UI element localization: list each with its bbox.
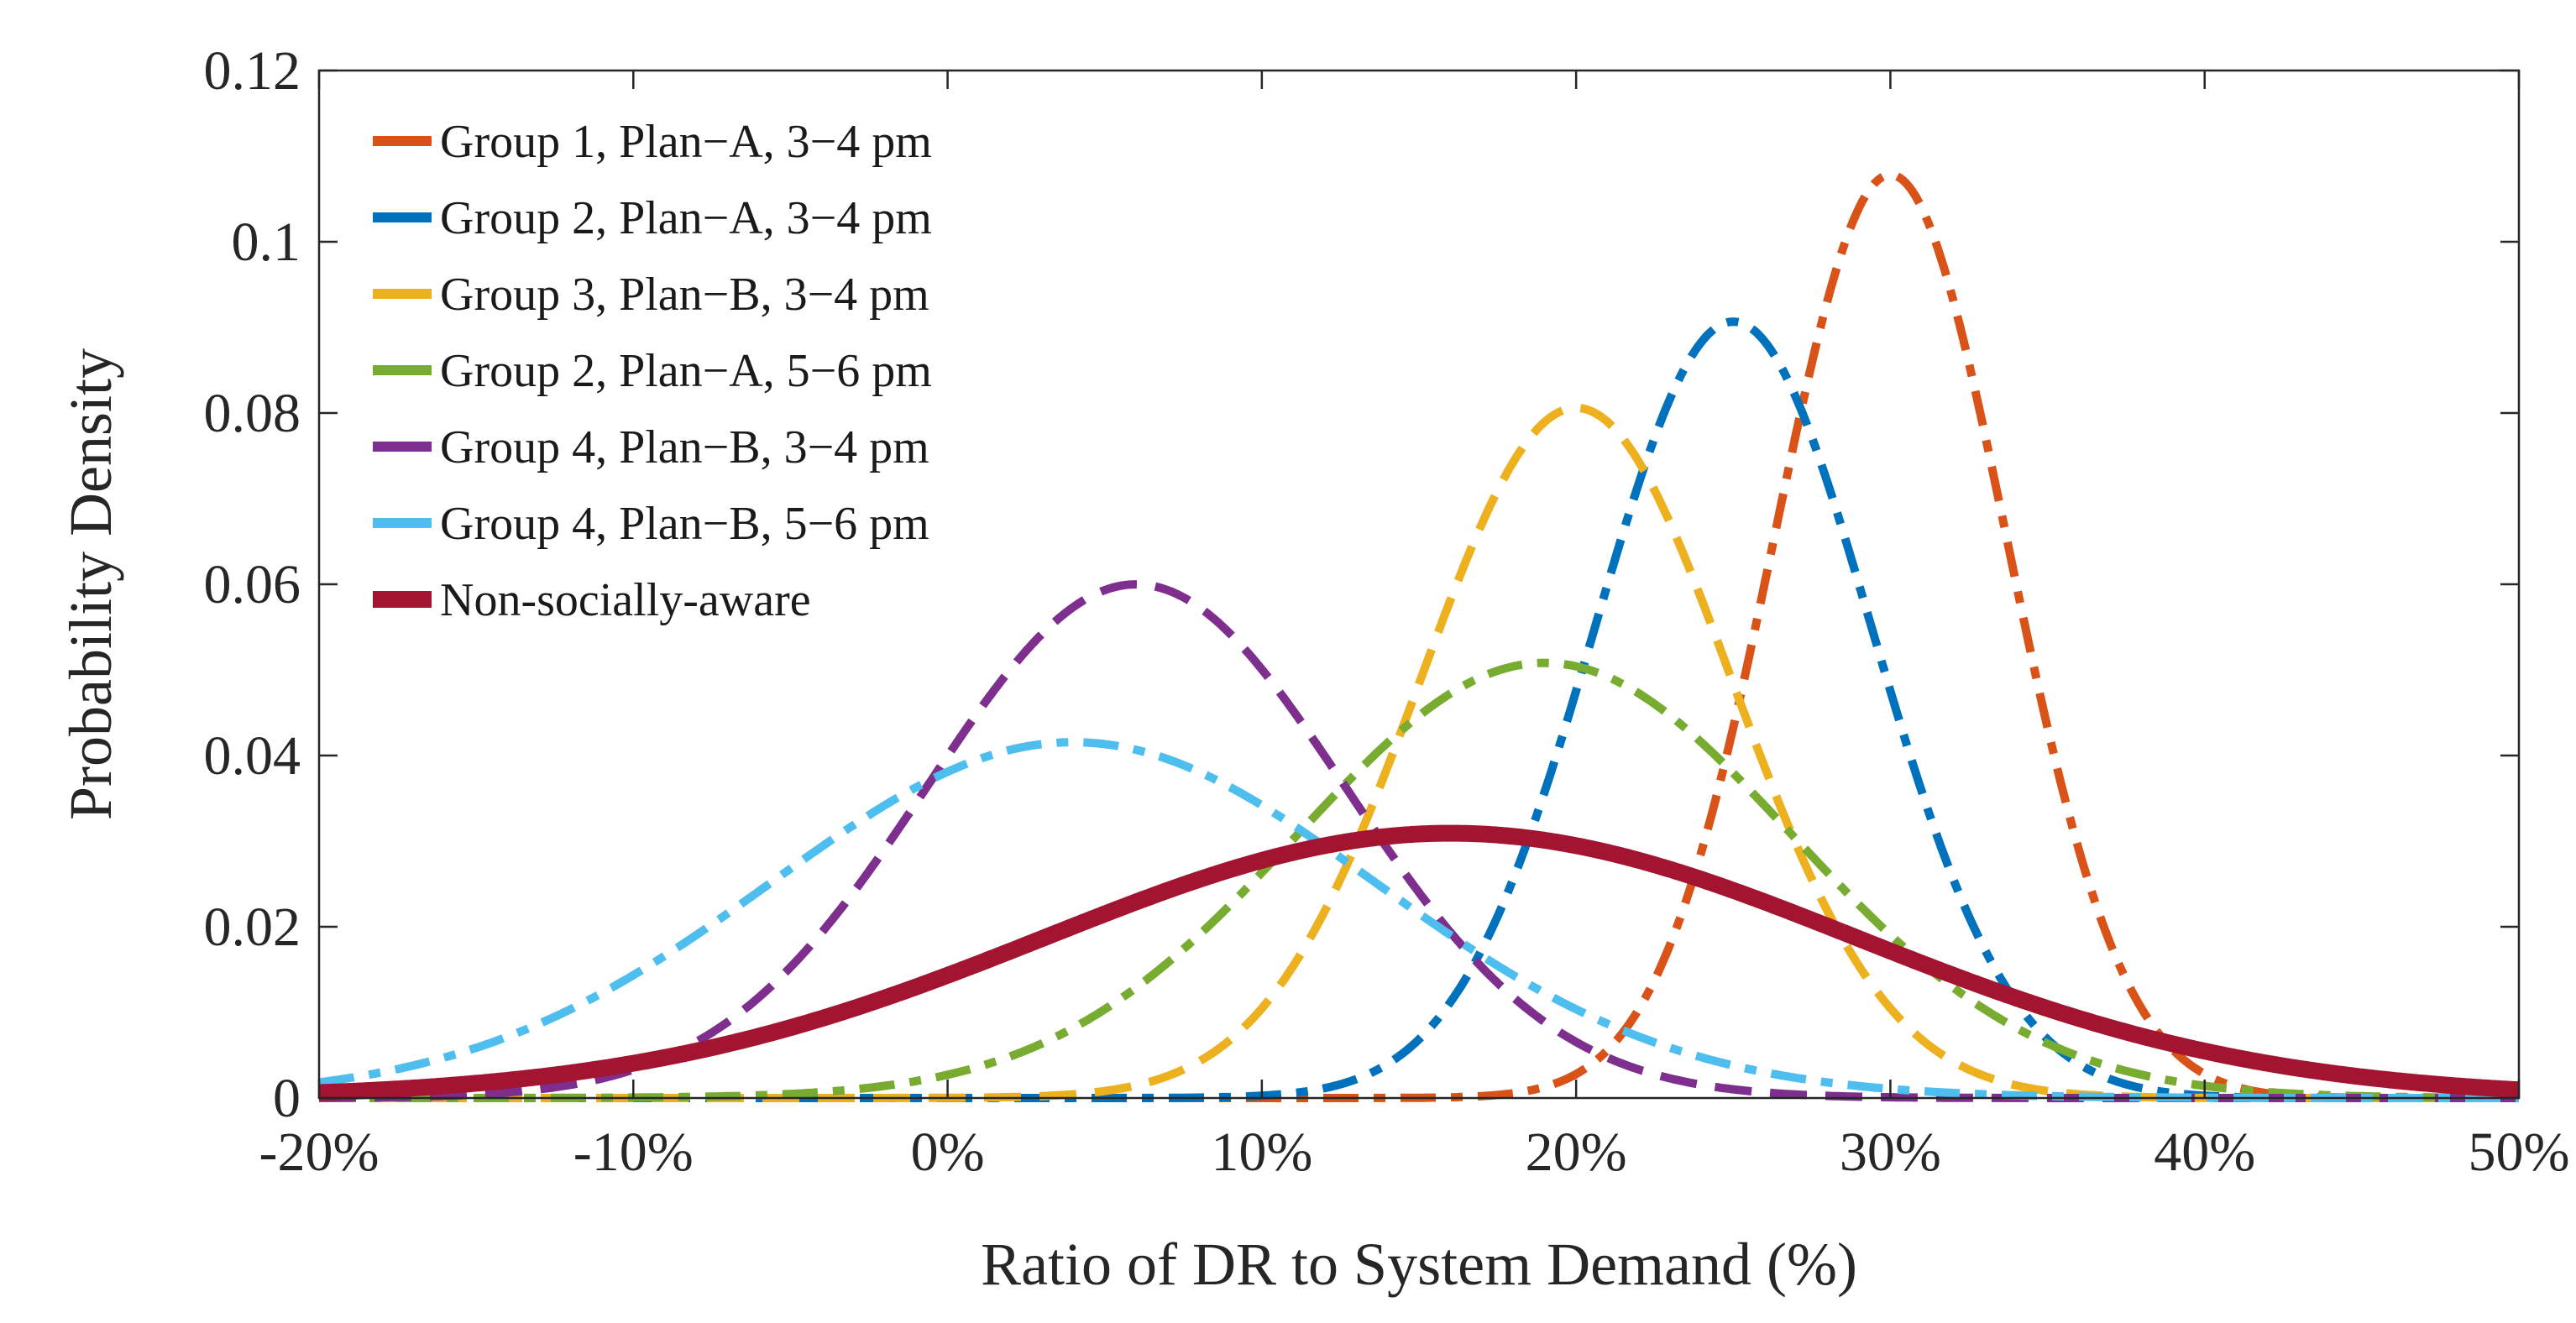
- y-tick-label: 0.04: [204, 725, 301, 787]
- series-line-7: [313, 824, 2525, 1101]
- x-axis: -20% -10% 0% 10% 20% 30% 40% 50%: [259, 71, 2570, 1183]
- legend-label: Group 4, Plan−B, 3−4 pm: [440, 421, 929, 473]
- legend-label: Group 4, Plan−B, 5−6 pm: [440, 498, 929, 550]
- y-tick-label: 0.08: [204, 383, 301, 444]
- legend-label: Non-socially-aware: [440, 574, 811, 626]
- y-tick-label: 0: [273, 1068, 301, 1129]
- x-tick-label: 10%: [1211, 1122, 1312, 1183]
- y-tick-label: 0.06: [204, 554, 301, 615]
- legend: Group 1, Plan−A, 3−4 pm Group 2, Plan−A, …: [373, 116, 932, 626]
- x-tick-label: -10%: [573, 1122, 694, 1183]
- y-tick-label: 0.12: [204, 40, 301, 102]
- legend-label: Group 2, Plan−A, 5−6 pm: [440, 345, 932, 397]
- x-tick-label: 0%: [911, 1122, 985, 1183]
- y-axis-title: Probability Density: [57, 348, 124, 820]
- legend-label: Group 3, Plan−B, 3−4 pm: [440, 269, 929, 321]
- series-line-5: [317, 580, 2521, 1102]
- x-tick-label: 40%: [2154, 1122, 2255, 1183]
- x-tick-label: -20%: [259, 1122, 380, 1183]
- legend-label: Group 2, Plan−A, 3−4 pm: [440, 192, 932, 244]
- x-tick-label: 50%: [2469, 1122, 2570, 1183]
- legend-label: Group 1, Plan−A, 3−4 pm: [440, 116, 932, 168]
- series-line-6: [317, 738, 2521, 1102]
- x-axis-title: Ratio of DR to System Demand (%): [981, 1231, 1857, 1298]
- y-tick-label: 0.1: [232, 212, 301, 273]
- x-tick-label: 20%: [1526, 1122, 1627, 1183]
- y-tick-label: 0.02: [204, 897, 301, 958]
- x-tick-label: 30%: [1840, 1122, 1941, 1183]
- y-axis: 0 0.02 0.04 0.06 0.08 0.1 0.12: [204, 40, 2519, 1129]
